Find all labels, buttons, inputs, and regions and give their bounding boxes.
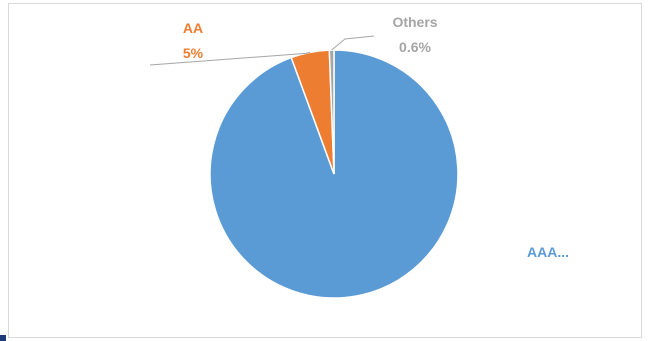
pie-slice-others: [328, 49, 335, 175]
slice-label-aa-name: AA: [183, 20, 203, 36]
leader-line-others: [331, 35, 375, 51]
slice-label-others-value: 0.6%: [399, 39, 431, 55]
slice-label-aaa-name: AAA...: [527, 244, 569, 260]
leader-lines: [149, 35, 375, 66]
slice-label-aa-value: 5%: [183, 45, 204, 61]
slice-label-others-name: Others: [392, 14, 437, 30]
corner-mark: [0, 335, 6, 341]
leader-line-aa: [149, 51, 311, 66]
pie-slices: [209, 49, 459, 299]
